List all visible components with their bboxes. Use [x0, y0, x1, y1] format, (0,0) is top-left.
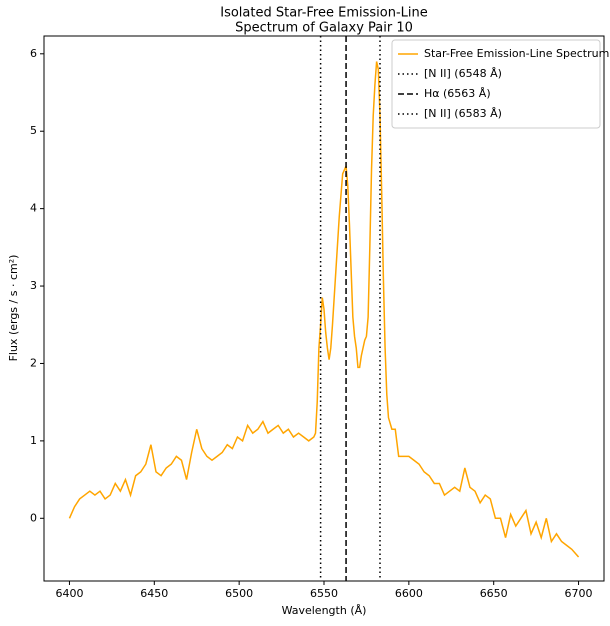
legend-label: [N II] (6548 Å) — [424, 67, 502, 80]
y-tick-label: 1 — [30, 434, 37, 447]
y-tick-label: 2 — [30, 356, 37, 369]
x-tick-label: 6500 — [225, 587, 253, 600]
y-tick-label: 6 — [30, 47, 37, 60]
chart-title: Isolated Star-Free Emission-Line — [220, 6, 427, 21]
x-tick-label: 6600 — [395, 587, 423, 600]
legend-box — [391, 39, 601, 129]
y-tick-label: 0 — [30, 511, 37, 524]
spectrum-line — [68, 61, 580, 558]
plot-frame — [43, 35, 605, 582]
x-tick-label: 6650 — [480, 587, 508, 600]
x-tick-label: 6400 — [55, 587, 83, 600]
legend-label: [N II] (6583 Å) — [424, 107, 502, 120]
legend-label: Star-Free Emission-Line Spectrum — [424, 47, 609, 60]
x-tick-label: 6450 — [140, 587, 168, 600]
y-tick-label: 3 — [30, 279, 37, 292]
x-tick-label: 6700 — [565, 587, 593, 600]
y-tick-label: 4 — [30, 202, 37, 215]
x-axis-label: Wavelength (Å) — [282, 604, 367, 617]
y-tick-label: 5 — [30, 124, 37, 137]
x-tick-label: 6550 — [310, 587, 338, 600]
y-axis-label: Flux (ergs / s · cm²) — [7, 255, 20, 362]
chart-title: Spectrum of Galaxy Pair 10 — [235, 21, 413, 36]
legend-label: Hα (6563 Å) — [424, 87, 491, 100]
